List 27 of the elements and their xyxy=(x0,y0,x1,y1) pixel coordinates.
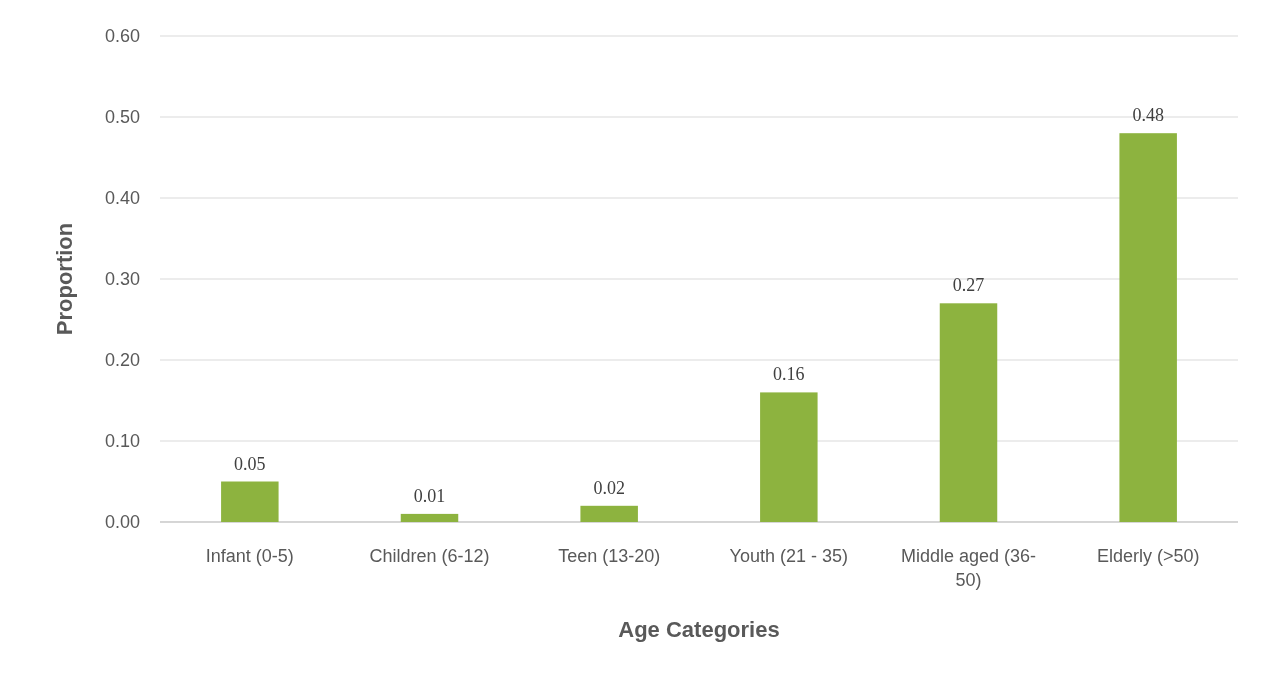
y-axis-title: Proportion xyxy=(52,222,77,336)
y-tick-label: 0.10 xyxy=(104,431,140,452)
x-tick-label: Elderly (>50) xyxy=(1096,546,1200,566)
data-label: 0.02 xyxy=(593,477,625,498)
bar xyxy=(580,505,638,522)
y-tick-label: 0.50 xyxy=(104,107,140,128)
x-tick-label: Children (6-12) xyxy=(369,546,490,566)
data-label: 0.16 xyxy=(773,364,805,385)
x-tick-label: Teen (13-20) xyxy=(558,546,661,566)
y-tick-label: 0.60 xyxy=(104,26,140,47)
bar xyxy=(1119,133,1177,522)
data-label: 0.01 xyxy=(413,485,446,506)
x-tick-label: Middle aged (36-50) xyxy=(900,546,1037,590)
x-tick-label: Youth (21 - 35) xyxy=(729,546,849,566)
bar xyxy=(939,303,998,522)
data-label: 0.05 xyxy=(234,453,266,474)
data-label: 0.48 xyxy=(1132,105,1164,126)
y-tick-label: 0.40 xyxy=(104,188,140,209)
bar xyxy=(221,481,279,522)
y-tick-label: 0.00 xyxy=(104,512,140,533)
x-tick-label: Infant (0-5) xyxy=(205,546,294,566)
y-tick-label: 0.30 xyxy=(104,269,140,290)
y-tick-label: 0.20 xyxy=(104,350,140,371)
x-axis-title: Age Categories xyxy=(618,617,780,642)
data-label: 0.27 xyxy=(952,275,985,296)
bar xyxy=(400,513,459,522)
bar xyxy=(760,392,818,522)
